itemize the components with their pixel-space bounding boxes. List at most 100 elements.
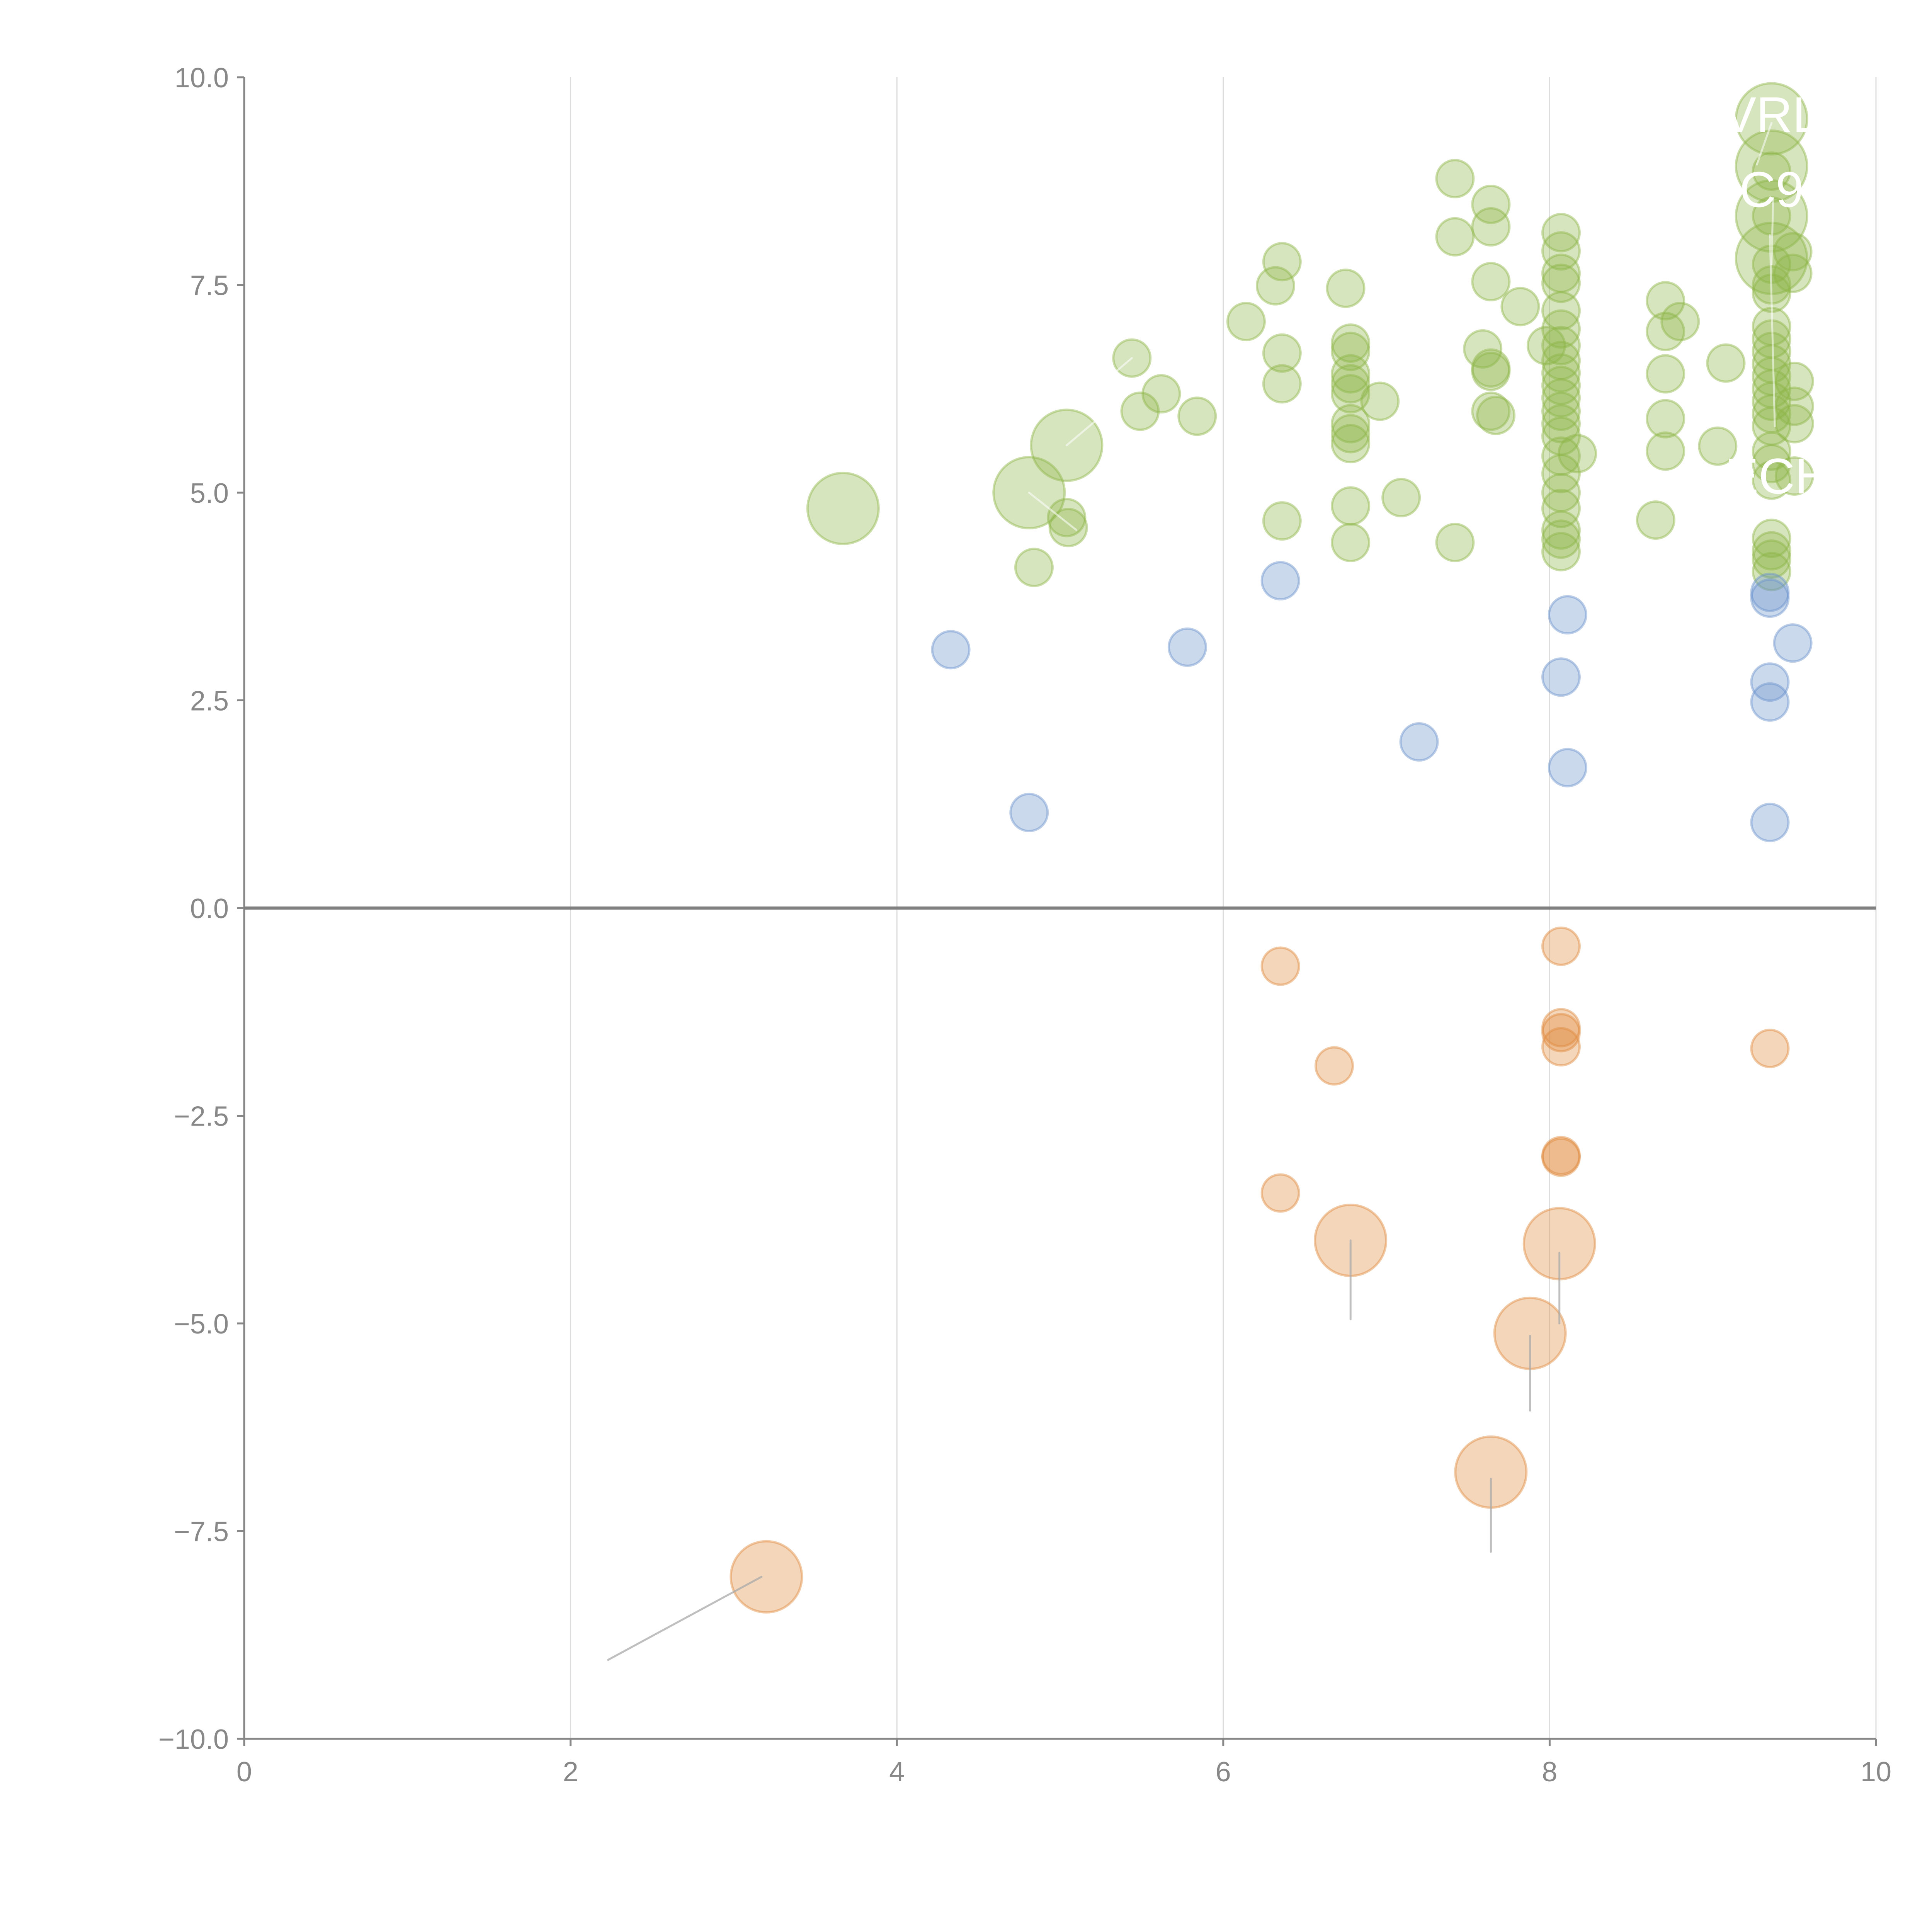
bubble-green bbox=[1774, 456, 1814, 496]
bubble-green bbox=[1226, 302, 1266, 342]
bubble-green bbox=[1331, 374, 1371, 414]
bubble-blue bbox=[1750, 682, 1790, 722]
bubble-blue bbox=[1260, 561, 1300, 600]
bubble-green bbox=[1463, 329, 1503, 369]
bubble-green bbox=[1331, 486, 1371, 526]
bubble-blue bbox=[1750, 578, 1790, 618]
bubble-green bbox=[1646, 311, 1685, 351]
leader-line bbox=[1769, 234, 1776, 427]
bubble-green bbox=[1435, 159, 1475, 199]
bubble-green bbox=[1752, 531, 1791, 571]
bubble-green bbox=[806, 471, 880, 545]
bubble-green bbox=[1774, 386, 1814, 426]
bubble-orange bbox=[1260, 1173, 1300, 1213]
bubble-blue bbox=[1009, 793, 1049, 832]
x-tick-label: 10 bbox=[1861, 1757, 1891, 1787]
leader-line bbox=[1097, 357, 1133, 388]
bubble-green bbox=[1471, 391, 1511, 431]
bubble-green bbox=[1541, 519, 1581, 559]
bubble-green bbox=[1541, 488, 1581, 528]
bubble-green bbox=[1735, 82, 1808, 156]
bubble-green bbox=[1326, 269, 1366, 308]
bubble-green bbox=[1541, 404, 1581, 444]
bubble-green bbox=[1752, 552, 1791, 592]
y-tick-label: 7.5 bbox=[190, 270, 229, 301]
leader-line bbox=[1028, 492, 1078, 531]
bubble-green bbox=[1541, 309, 1581, 349]
bubble-green bbox=[1331, 323, 1371, 363]
bubble-green bbox=[1752, 460, 1791, 500]
bubble-orange bbox=[730, 1540, 803, 1614]
bubble-green bbox=[1435, 217, 1475, 257]
bubble-green bbox=[1541, 473, 1581, 512]
bubble-green bbox=[1541, 253, 1581, 293]
bubble-green bbox=[1541, 391, 1581, 431]
bubble-green bbox=[1262, 501, 1302, 541]
bubble-green bbox=[1471, 348, 1511, 388]
bubble-green bbox=[1541, 231, 1581, 271]
bubble-green bbox=[1471, 184, 1511, 224]
bubble-green bbox=[1471, 262, 1511, 301]
y-tick-label: −10.0 bbox=[158, 1724, 229, 1755]
bubble-orange bbox=[1541, 1138, 1581, 1177]
bubble-green bbox=[1541, 213, 1581, 253]
bubble-green bbox=[1047, 498, 1087, 537]
bubble-green bbox=[1331, 364, 1371, 404]
bubble-label: C9 bbox=[1740, 161, 1804, 218]
bubble-blue bbox=[1750, 803, 1790, 842]
bubble-orange bbox=[1541, 1136, 1581, 1175]
bubble-blue bbox=[1548, 595, 1587, 635]
bubble-orange bbox=[1314, 1046, 1354, 1086]
bubble-green bbox=[1331, 354, 1371, 394]
bubble-blue bbox=[1750, 662, 1790, 702]
bubble-green bbox=[1646, 399, 1685, 439]
x-axis-ticks: 0 2 4 6 8 10 bbox=[236, 1739, 1891, 1787]
bubble-green bbox=[1331, 414, 1371, 454]
bubble-green bbox=[1646, 281, 1685, 321]
bubble-green bbox=[1752, 151, 1791, 191]
bubble-green bbox=[1541, 378, 1581, 418]
leader-line bbox=[1770, 197, 1774, 265]
bubble-green bbox=[1706, 343, 1746, 383]
bubble-green bbox=[1752, 357, 1791, 396]
bubble-green bbox=[1752, 381, 1791, 421]
bubble-label: ECH bbox=[1725, 448, 1831, 504]
bubble-green bbox=[1774, 404, 1814, 444]
bubbles bbox=[730, 82, 1814, 1614]
bubble-green bbox=[1541, 436, 1581, 476]
bubble-orange bbox=[1750, 1029, 1790, 1068]
bubble-green bbox=[1255, 266, 1295, 306]
bubble-orange bbox=[1541, 1013, 1581, 1053]
bubble-blue bbox=[931, 630, 971, 670]
bubble-green bbox=[1735, 129, 1808, 203]
bubble-blue bbox=[1750, 573, 1790, 612]
leader-line bbox=[1756, 122, 1773, 166]
bubble-green bbox=[1541, 341, 1581, 381]
y-axis-ticks: 10.0 7.5 5.0 2.5 0.0 −2.5 −5.0 −7.5 −10.0 bbox=[158, 63, 244, 1755]
bubble-green bbox=[1500, 287, 1540, 327]
bubble-green bbox=[1773, 253, 1813, 293]
leader-line bbox=[607, 1576, 763, 1661]
bubble-blue bbox=[1399, 722, 1439, 762]
bubble-green bbox=[1752, 444, 1791, 483]
bubble-green bbox=[1381, 478, 1421, 517]
x-tick-label: 2 bbox=[563, 1757, 578, 1787]
y-tick-label: 0.0 bbox=[190, 893, 229, 924]
bubble-green bbox=[1331, 424, 1371, 464]
bubble-blue bbox=[1548, 748, 1587, 787]
axes bbox=[243, 77, 1876, 1740]
bubble-labels: VRL C9 ECH bbox=[1723, 87, 1831, 504]
bubble-green bbox=[1435, 523, 1475, 562]
x-tick-label: 0 bbox=[236, 1757, 252, 1787]
bubble-green bbox=[1698, 426, 1738, 466]
bubble-green bbox=[1773, 232, 1813, 272]
bubble-green bbox=[1646, 431, 1685, 471]
bubble-green bbox=[1331, 404, 1371, 444]
bubble-green bbox=[1541, 416, 1581, 456]
bubble-green bbox=[1262, 242, 1302, 282]
bubble-green bbox=[1660, 302, 1700, 342]
bubble-green bbox=[1048, 508, 1088, 548]
y-tick-label: 5.0 bbox=[190, 478, 229, 509]
bubble-green bbox=[1752, 344, 1791, 384]
